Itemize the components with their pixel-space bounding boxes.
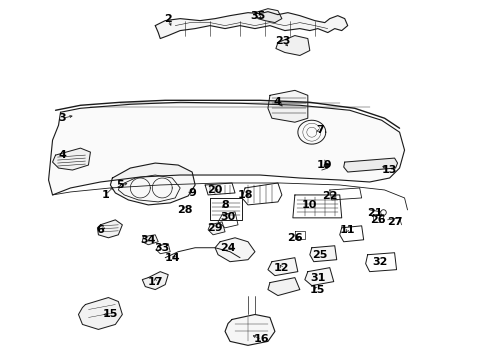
Text: 25: 25 [312,250,327,260]
Polygon shape [142,272,168,289]
Polygon shape [343,158,397,172]
Text: 13: 13 [382,165,397,175]
Text: 20: 20 [207,185,223,195]
Text: 5: 5 [117,180,124,190]
Text: 4: 4 [274,97,282,107]
Text: 19: 19 [317,160,333,170]
Polygon shape [98,220,122,238]
Polygon shape [215,238,255,262]
Text: 14: 14 [164,253,180,263]
Text: 16: 16 [254,334,270,345]
Polygon shape [255,9,282,23]
Polygon shape [305,268,334,285]
Text: 22: 22 [322,191,338,201]
Text: 9: 9 [188,188,196,198]
Polygon shape [208,222,225,235]
Polygon shape [78,298,122,329]
Text: 26: 26 [370,215,386,225]
Polygon shape [276,36,310,55]
Polygon shape [268,258,298,276]
Polygon shape [142,235,158,245]
Text: 7: 7 [316,125,324,135]
Text: 23: 23 [275,36,291,46]
Text: 28: 28 [177,205,193,215]
Text: 10: 10 [302,200,318,210]
Polygon shape [52,148,91,170]
Polygon shape [268,278,300,296]
Text: 1: 1 [101,190,109,200]
Text: 15: 15 [103,310,118,319]
Text: 12: 12 [274,263,290,273]
Text: 27: 27 [387,217,402,227]
Text: 24: 24 [220,243,236,253]
Text: 34: 34 [141,235,156,245]
Text: 3: 3 [59,113,66,123]
Text: 29: 29 [207,223,223,233]
Text: 33: 33 [155,243,170,253]
Text: 26: 26 [287,233,303,243]
Text: 30: 30 [220,212,236,222]
Polygon shape [225,315,275,345]
Text: 32: 32 [372,257,387,267]
Text: 15: 15 [310,284,325,294]
Text: 8: 8 [221,200,229,210]
Text: 31: 31 [310,273,325,283]
Polygon shape [268,90,308,122]
Polygon shape [110,163,195,205]
Text: 2: 2 [164,14,172,24]
Text: 35: 35 [250,11,266,21]
Text: 11: 11 [340,225,355,235]
Polygon shape [310,246,337,262]
Text: 17: 17 [147,276,163,287]
Text: 18: 18 [237,190,253,200]
Text: 4: 4 [59,150,67,160]
Text: 6: 6 [97,225,104,235]
Polygon shape [155,12,348,39]
Text: 21: 21 [367,208,382,218]
